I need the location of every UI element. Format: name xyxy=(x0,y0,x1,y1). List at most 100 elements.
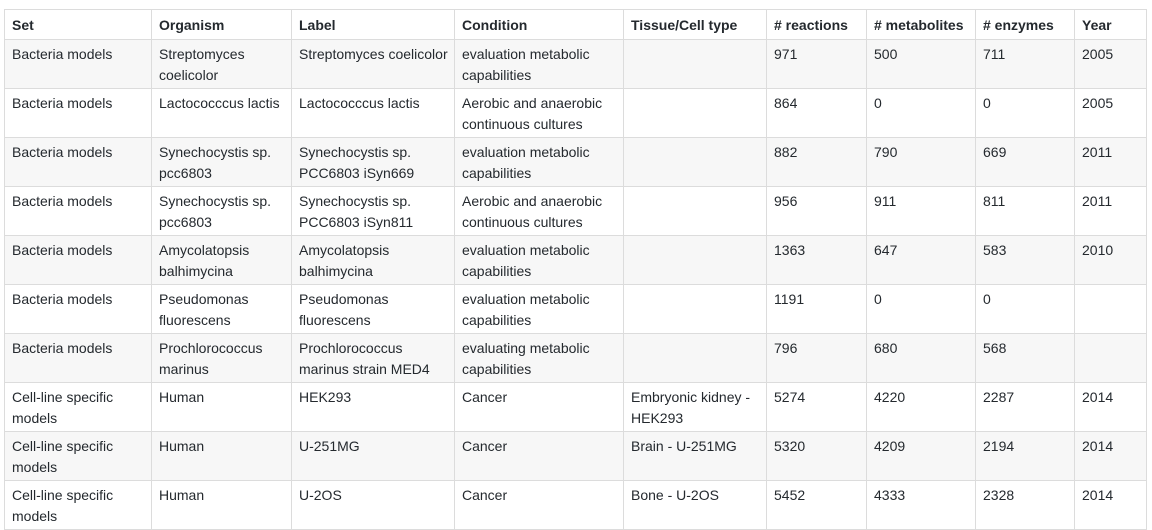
cell-metabolites: 4220 xyxy=(866,382,976,432)
table-row: Bacteria models Streptomyces coelicolor St… xyxy=(4,39,1147,89)
cell-reactions: 1363 xyxy=(766,235,867,285)
cell-year: 2005 xyxy=(1074,88,1147,138)
column-header-year[interactable]: Year xyxy=(1074,9,1147,40)
cell-organism: Human xyxy=(151,382,292,432)
cell-condition: evaluating metabolic capabilities xyxy=(454,333,624,383)
cell-reactions: 956 xyxy=(766,186,867,236)
cell-organism: Human xyxy=(151,480,292,530)
cell-enzymes: 0 xyxy=(975,88,1075,138)
cell-metabolites: 0 xyxy=(866,88,976,138)
cell-organism: Prochlorococcus marinus xyxy=(151,333,292,383)
column-header-enzymes[interactable]: # enzymes xyxy=(975,9,1075,40)
cell-organism: Pseudomonas fluorescens xyxy=(151,284,292,334)
cell-year xyxy=(1074,333,1147,383)
cell-set: Bacteria models xyxy=(4,39,152,89)
cell-set: Bacteria models xyxy=(4,235,152,285)
cell-tissue-cell-type xyxy=(623,284,767,334)
cell-organism: Streptomyces coelicolor xyxy=(151,39,292,89)
cell-set: Cell-line specific models xyxy=(4,382,152,432)
table-row: Cell-line specific models Human U-251MG Can… xyxy=(4,431,1147,481)
cell-reactions: 971 xyxy=(766,39,867,89)
column-header-set[interactable]: Set xyxy=(4,9,152,40)
cell-label: Synechocystis sp. PCC6803 iSyn811 xyxy=(291,186,455,236)
cell-metabolites: 790 xyxy=(866,137,976,187)
cell-reactions: 882 xyxy=(766,137,867,187)
cell-label: U-251MG xyxy=(291,431,455,481)
cell-set: Bacteria models xyxy=(4,284,152,334)
cell-year: 2005 xyxy=(1074,39,1147,89)
cell-organism: Amycolatopsis balhimycina xyxy=(151,235,292,285)
table-body: Bacteria models Streptomyces coelicolor St… xyxy=(4,39,1147,530)
cell-condition: Aerobic and anaerobic continuous culture… xyxy=(454,186,624,236)
cell-set: Bacteria models xyxy=(4,186,152,236)
cell-year: 2011 xyxy=(1074,137,1147,187)
cell-condition: Cancer xyxy=(454,431,624,481)
cell-metabolites: 4333 xyxy=(866,480,976,530)
column-header-condition[interactable]: Condition xyxy=(454,9,624,40)
table-row: Cell-line specific models Human U-2OS Cance… xyxy=(4,480,1147,530)
cell-tissue-cell-type xyxy=(623,186,767,236)
cell-year xyxy=(1074,284,1147,334)
header-row: Set Organism Label Condition Tissue/Cell typ… xyxy=(4,9,1147,40)
cell-reactions: 5320 xyxy=(766,431,867,481)
cell-tissue-cell-type: Brain - U-251MG xyxy=(623,431,767,481)
cell-organism: Lactococccus lactis xyxy=(151,88,292,138)
models-table: Set Organism Label Condition Tissue/Cell typ… xyxy=(4,9,1147,530)
column-header-tissue-cell-type[interactable]: Tissue/Cell type xyxy=(623,9,767,40)
cell-label: Prochlorococcus marinus strain MED4 xyxy=(291,333,455,383)
column-header-organism[interactable]: Organism xyxy=(151,9,292,40)
cell-label: HEK293 xyxy=(291,382,455,432)
cell-year: 2011 xyxy=(1074,186,1147,236)
cell-set: Cell-line specific models xyxy=(4,431,152,481)
cell-label: U-2OS xyxy=(291,480,455,530)
cell-organism: Human xyxy=(151,431,292,481)
cell-label: Streptomyces coelicolor xyxy=(291,39,455,89)
cell-enzymes: 711 xyxy=(975,39,1075,89)
cell-year: 2014 xyxy=(1074,431,1147,481)
cell-set: Bacteria models xyxy=(4,137,152,187)
cell-label: Synechocystis sp. PCC6803 iSyn669 xyxy=(291,137,455,187)
cell-year: 2014 xyxy=(1074,480,1147,530)
cell-tissue-cell-type xyxy=(623,39,767,89)
cell-tissue-cell-type xyxy=(623,137,767,187)
cell-enzymes: 583 xyxy=(975,235,1075,285)
cell-enzymes: 669 xyxy=(975,137,1075,187)
table-row: Bacteria models Lactococccus lactis Lactoc… xyxy=(4,88,1147,138)
column-header-reactions[interactable]: # reactions xyxy=(766,9,867,40)
cell-tissue-cell-type: Bone - U-2OS xyxy=(623,480,767,530)
table-row: Bacteria models Synechocystis sp. pcc6803… xyxy=(4,186,1147,236)
cell-enzymes: 568 xyxy=(975,333,1075,383)
cell-condition: evaluation metabolic capabilities xyxy=(454,235,624,285)
cell-condition: evaluation metabolic capabilities xyxy=(454,137,624,187)
table-row: Cell-line specific models Human HEK293 Canc… xyxy=(4,382,1147,432)
cell-reactions: 864 xyxy=(766,88,867,138)
cell-condition: Cancer xyxy=(454,382,624,432)
cell-condition: Aerobic and anaerobic continuous culture… xyxy=(454,88,624,138)
cell-tissue-cell-type xyxy=(623,88,767,138)
cell-condition: Cancer xyxy=(454,480,624,530)
cell-metabolites: 680 xyxy=(866,333,976,383)
cell-year: 2014 xyxy=(1074,382,1147,432)
cell-reactions: 5452 xyxy=(766,480,867,530)
table-row: Bacteria models Prochlorococcus marinus Pr… xyxy=(4,333,1147,383)
cell-enzymes: 2194 xyxy=(975,431,1075,481)
cell-set: Bacteria models xyxy=(4,88,152,138)
cell-condition: evaluation metabolic capabilities xyxy=(454,284,624,334)
table-row: Bacteria models Synechocystis sp. pcc6803… xyxy=(4,137,1147,187)
cell-condition: evaluation metabolic capabilities xyxy=(454,39,624,89)
cell-tissue-cell-type xyxy=(623,333,767,383)
cell-set: Bacteria models xyxy=(4,333,152,383)
cell-metabolites: 647 xyxy=(866,235,976,285)
cell-reactions: 5274 xyxy=(766,382,867,432)
column-header-metabolites[interactable]: # metabolites xyxy=(866,9,976,40)
cell-label: Amycolatopsis balhimycina xyxy=(291,235,455,285)
table-row: Bacteria models Amycolatopsis balhimycina… xyxy=(4,235,1147,285)
cell-enzymes: 2328 xyxy=(975,480,1075,530)
cell-enzymes: 2287 xyxy=(975,382,1075,432)
cell-year: 2010 xyxy=(1074,235,1147,285)
column-header-label[interactable]: Label xyxy=(291,9,455,40)
cell-tissue-cell-type xyxy=(623,235,767,285)
cell-reactions: 1191 xyxy=(766,284,867,334)
cell-enzymes: 811 xyxy=(975,186,1075,236)
